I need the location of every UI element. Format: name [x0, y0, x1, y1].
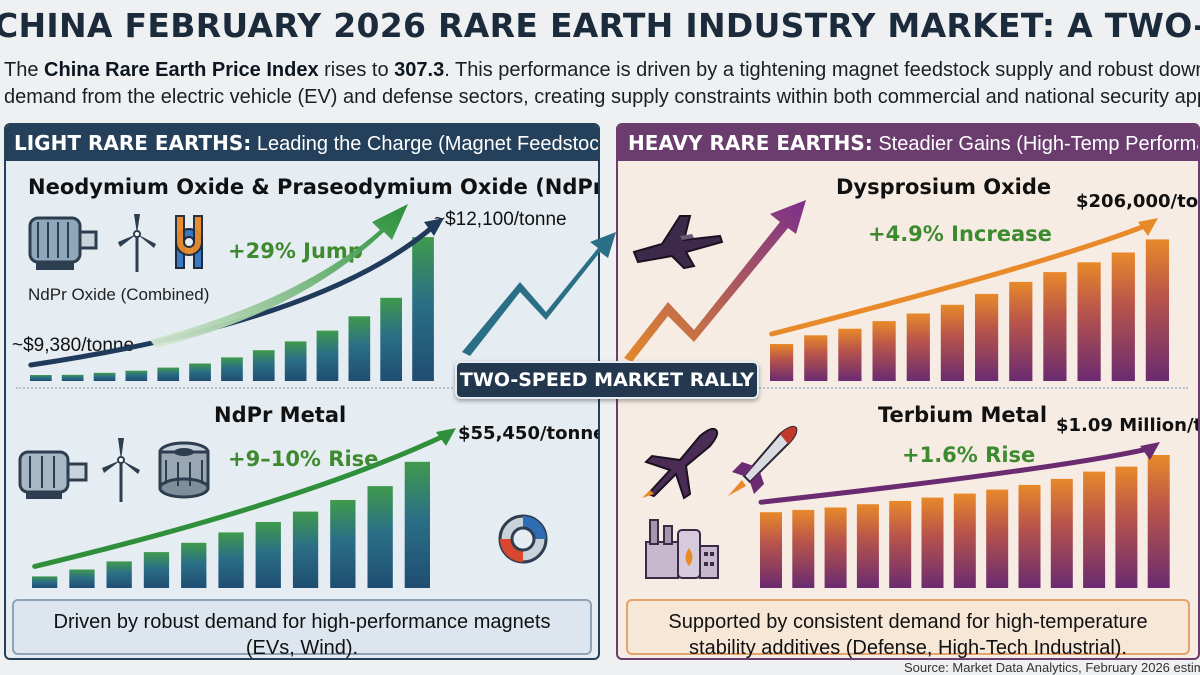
- dysprosium-oxide-bar: [770, 344, 794, 381]
- wind-turbine-icon: [102, 438, 140, 502]
- ndpr-oxide-change: +29% Jump: [228, 239, 363, 263]
- dysprosium-oxide-trend-arrowhead: [1138, 218, 1158, 236]
- ndpr-metal-bar: [255, 522, 281, 588]
- intro-text: The China Rare Earth Price Index rises t…: [4, 57, 1200, 111]
- dysprosium-oxide-change: +4.9% Increase: [868, 222, 1052, 246]
- dysprosium-oxide-bar: [1111, 252, 1135, 381]
- two-speed-badge: TWO-SPEED MARKET RALLY: [455, 361, 759, 399]
- terbium-metal-bar: [889, 500, 912, 588]
- ndpr-oxide-bar: [30, 375, 52, 381]
- wind-turbine-icon: [118, 214, 156, 272]
- terbium-metal-bar: [953, 493, 976, 588]
- dysprosium-oxide-trend-line: [769, 221, 1153, 337]
- dysprosium-oxide-bar: [940, 304, 964, 381]
- dysprosium-oxide-bar: [804, 335, 828, 381]
- heavy-panel-footer: Supported by consistent demand for high-…: [626, 599, 1190, 658]
- ndpr-metal-bar: [367, 486, 393, 588]
- trend-arrow-icon: [150, 200, 806, 362]
- terbium-metal-bar: [1115, 466, 1138, 588]
- left-divider: [16, 387, 588, 389]
- dysprosium-oxide-title: Dysprosium Oxide: [836, 175, 1052, 199]
- ndpr-metal-bar: [106, 561, 132, 588]
- dysprosium-oxide-bar: [1077, 262, 1101, 381]
- factory-icon: [645, 519, 719, 579]
- index-name: China Rare Earth Price Index: [44, 59, 319, 81]
- dysprosium-oxide-bar: [838, 328, 862, 381]
- terbium-metal-bar: [792, 509, 815, 588]
- ndpr-metal-bar: [218, 532, 244, 588]
- ndpr-oxide-icon-caption: NdPr Oxide (Combined): [28, 285, 210, 304]
- terbium-metal-bar: [824, 507, 847, 588]
- ndpr-oxide-bar: [412, 237, 434, 381]
- ndpr-oxide-bar: [284, 341, 307, 381]
- terbium-metal-trend-arrowhead: [1140, 442, 1160, 460]
- intro-line-2: demand from the electric vehicle (EV) an…: [4, 86, 1200, 108]
- terbium-metal-end-price: $1.09 Million/tonne: [1056, 415, 1200, 436]
- ndpr-metal-bar: [32, 576, 58, 588]
- ndpr-metal-change: +9–10% Rise: [228, 447, 379, 471]
- ndpr-oxide-bar: [61, 374, 84, 381]
- ndpr-oxide-bar: [316, 330, 339, 381]
- ndpr-oxide-bar: [221, 357, 243, 381]
- index-value: 307.3: [394, 59, 445, 81]
- light-panel-header: LIGHT RARE EARTHS: Leading the Charge (M…: [6, 125, 598, 161]
- dysprosium-oxide-bar: [906, 313, 930, 381]
- motor-icon: [18, 450, 88, 499]
- ndpr-oxide-bar: [125, 370, 148, 381]
- gear-stack-icon: [158, 441, 210, 499]
- dysprosium-oxide-bar: [1145, 239, 1169, 381]
- source-note: Source: Market Data Analytics, February …: [904, 660, 1200, 675]
- ndpr-oxide-end-price: ~$12,100/tonne: [434, 209, 567, 230]
- ndpr-metal-bar: [143, 552, 170, 588]
- ndpr-oxide-trend-line: [28, 221, 439, 368]
- ndpr-oxide-bar: [189, 363, 211, 381]
- ndpr-oxide-bar: [252, 350, 275, 381]
- terbium-metal-bar: [986, 489, 1009, 588]
- ndpr-metal-trend-arrowhead: [436, 428, 456, 446]
- ndpr-metal-bar: [292, 511, 319, 588]
- magnet-icon: [175, 215, 203, 269]
- intro-line-1: The China Rare Earth Price Index rises t…: [4, 59, 1200, 81]
- dysprosium-oxide-end-price: $206,000/tonne: [1076, 191, 1199, 212]
- dysprosium-oxide-bar: [975, 293, 999, 381]
- ndpr-metal-bar: [404, 461, 430, 588]
- light-panel-footer: Driven by robust demand for high-perform…: [12, 599, 592, 658]
- right-divider: [628, 387, 1188, 389]
- heavy-panel-header: HEAVY RARE EARTHS: Steadier Gains (High-…: [618, 125, 1198, 161]
- ndpr-oxide-bar: [348, 316, 371, 381]
- ring-magnet-icon: [498, 514, 548, 564]
- ndpr-oxide-bar: [157, 367, 180, 381]
- ndpr-metal-end-price: $55,450/tonne: [458, 423, 600, 444]
- ndpr-oxide-title: Neodymium Oxide & Praseodymium Oxide (Nd…: [28, 175, 600, 199]
- terbium-metal-bar: [1083, 471, 1106, 588]
- terbium-metal-title: Terbium Metal: [878, 403, 1048, 427]
- terbium-metal-change: +1.6% Rise: [902, 443, 1036, 467]
- dysprosium-oxide-bar: [1043, 272, 1067, 381]
- ndpr-metal-trend-line: [32, 431, 451, 569]
- terbium-metal-bar: [1018, 484, 1041, 588]
- dysprosium-oxide-bar: [1009, 281, 1033, 381]
- terbium-metal-bar: [856, 504, 879, 588]
- ndpr-oxide-bar: [93, 372, 116, 381]
- ndpr-oxide-bar: [380, 297, 402, 381]
- motor-icon: [28, 216, 98, 270]
- page-title: CHINA FEBRUARY 2026 RARE EARTH INDUSTRY …: [0, 6, 1200, 45]
- ndpr-metal-bar: [330, 500, 356, 588]
- ndpr-metal-bar: [181, 542, 207, 588]
- dysprosium-oxide-bar: [872, 321, 896, 381]
- rocket-icon: [728, 425, 798, 496]
- airplane-icon: [642, 427, 719, 500]
- terbium-metal-bar: [1147, 455, 1170, 588]
- terbium-metal-bar: [760, 512, 782, 588]
- ndpr-metal-title: NdPr Metal: [214, 403, 347, 427]
- fighter-jet-icon: [632, 215, 724, 270]
- ndpr-oxide-trend-arrowhead: [424, 218, 444, 236]
- terbium-metal-bar: [921, 497, 944, 588]
- terbium-metal-bar: [1050, 478, 1073, 588]
- terbium-metal-trend-line: [758, 445, 1155, 505]
- ndpr-metal-bar: [69, 569, 95, 588]
